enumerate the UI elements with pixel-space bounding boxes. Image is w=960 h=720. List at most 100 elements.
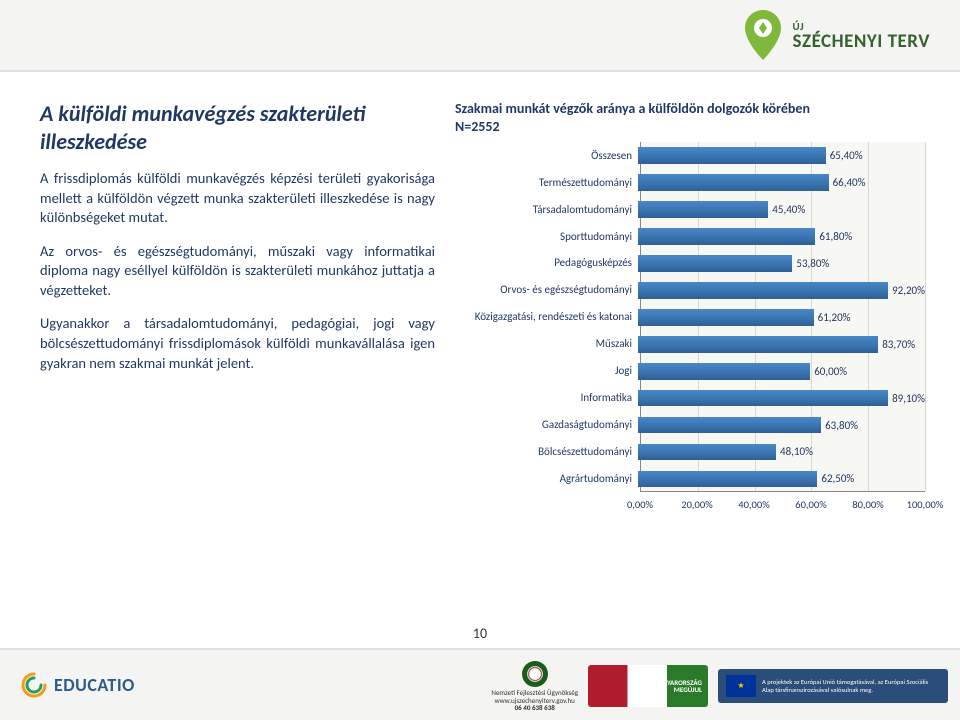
chart-bar-cell: 62,50%: [638, 465, 925, 492]
chart-bar-cell: 65,40%: [638, 142, 925, 169]
chart-row-label: Természettudományi: [455, 177, 638, 189]
chart-row: Pedagógusképzés 53,80%: [455, 250, 925, 277]
educatio-logo: EDUCATIO: [20, 671, 135, 699]
x-axis-tick: 100,00%: [907, 498, 944, 511]
x-axis-tick: 80,00%: [852, 498, 883, 511]
chart: Összesen 65,40% Természettudományi 66,40% Tá…: [455, 142, 930, 522]
chart-row: Sporttudományi 61,80%: [455, 223, 925, 250]
pin-icon: [741, 8, 785, 64]
chart-bar-cell: 53,80%: [638, 250, 925, 277]
chart-bar-cell: 60,00%: [638, 358, 925, 385]
chart-bar-cell: 66,40%: [638, 169, 925, 196]
chart-bar-value: 92,20%: [892, 284, 925, 297]
chart-bar-value: 48,10%: [780, 445, 813, 458]
chart-rows: Összesen 65,40% Természettudományi 66,40% Tá…: [455, 142, 925, 492]
eu-text: A projektek az Európai Unió támogatásáva…: [762, 678, 940, 694]
chart-bar: [638, 228, 815, 245]
chart-bar-cell: 83,70%: [638, 331, 925, 358]
chart-row: Orvos- és egészségtudományi 92,20%: [455, 277, 925, 304]
chart-bar-cell: 63,80%: [638, 412, 925, 439]
footer-bar: EDUCATIO Nemzeti Fejlesztési Ügynökség w…: [0, 648, 960, 720]
chart-gridline: [925, 142, 926, 491]
x-axis-tick: 0,00%: [627, 498, 653, 511]
chart-bar: [638, 417, 821, 434]
educatio-text: EDUCATIO: [54, 674, 135, 696]
chart-row: Közigazgatási, rendészeti és katonai 61,2…: [455, 304, 925, 331]
chart-row-label: Agrártudományi: [455, 473, 638, 485]
page-number: 10: [473, 625, 487, 642]
chart-title: Szakmai munkát végzők aránya a külföldön…: [455, 100, 930, 136]
text-column: A külföldi munkavégzés szakterületi ille…: [40, 100, 435, 640]
chart-row-label: Összesen: [455, 150, 638, 162]
chart-row: Összesen 65,40%: [455, 142, 925, 169]
paragraph: Az orvos- és egészségtudományi, műszaki …: [40, 242, 435, 301]
chart-bar-value: 61,80%: [819, 230, 852, 243]
chart-row: Műszaki 83,70%: [455, 331, 925, 358]
main-content: A külföldi munkavégzés szakterületi ille…: [0, 100, 960, 640]
header-bar: ÚJ SZÉCHENYI TERV: [0, 0, 960, 72]
chart-bar: [638, 390, 888, 407]
chart-row: Jogi 60,00%: [455, 358, 925, 385]
x-axis-tick: 60,00%: [795, 498, 826, 511]
paragraph: A frissdiplomás külföldi munkavégzés kép…: [40, 169, 435, 228]
chart-bar: [638, 255, 792, 272]
chart-bar-value: 53,80%: [796, 257, 829, 270]
chart-bar-cell: 61,20%: [638, 304, 925, 331]
chart-row: Agrártudományi 62,50%: [455, 465, 925, 492]
chart-bar-cell: 48,10%: [638, 439, 925, 466]
x-axis-tick: 40,00%: [738, 498, 769, 511]
chart-row-label: Bölcsészettudományi: [455, 446, 638, 458]
chart-row: Bölcsészettudományi 48,10%: [455, 439, 925, 466]
chart-bar: [638, 336, 878, 353]
chart-bar: [638, 201, 768, 218]
chart-bar: [638, 174, 829, 191]
chart-row: Természettudományi 66,40%: [455, 169, 925, 196]
chart-row-label: Informatika: [455, 392, 638, 404]
chart-bar-value: 60,00%: [814, 365, 847, 378]
chart-row: Gazdaságtudományi 63,80%: [455, 412, 925, 439]
chart-bar: [638, 282, 888, 299]
nfu-icon: [522, 661, 548, 687]
chart-bar-value: 66,40%: [833, 176, 866, 189]
chart-bar: [638, 147, 826, 164]
chart-bar-value: 63,80%: [825, 419, 858, 432]
section-title: A külföldi munkavégzés szakterületi ille…: [40, 100, 435, 155]
nfu-line: 06 40 638 638: [491, 704, 578, 712]
chart-row-label: Jogi: [455, 365, 638, 377]
chart-row-label: Társadalomtudományi: [455, 204, 638, 216]
eu-cofinance-block: A projektek az Európai Unió támogatásáva…: [718, 669, 948, 703]
chart-bar-value: 61,20%: [818, 311, 851, 324]
chart-row-label: Műszaki: [455, 338, 638, 350]
chart-column: Szakmai munkát végzők aránya a külföldön…: [455, 100, 930, 640]
chart-bar-cell: 61,80%: [638, 223, 925, 250]
chart-bar: [638, 309, 814, 326]
chart-bar-cell: 92,20%: [638, 277, 925, 304]
paragraph: Ugyanakkor a társadalomtudományi, pedagó…: [40, 314, 435, 373]
chart-bar: [638, 444, 776, 461]
chart-row-label: Gazdaságtudományi: [455, 419, 638, 431]
footer-right-logos: Nemzeti Fejlesztési Ügynökség www.ujszec…: [491, 661, 948, 712]
chart-bar-value: 89,10%: [892, 392, 925, 405]
chart-row-label: Sporttudományi: [455, 231, 638, 243]
chart-row-label: Orvos- és egészségtudományi: [455, 284, 638, 296]
chart-row: Társadalomtudományi 45,40%: [455, 196, 925, 223]
nfu-block: Nemzeti Fejlesztési Ügynökség www.ujszec…: [491, 661, 578, 712]
logo-main: SZÉCHENYI TERV: [793, 32, 931, 51]
eu-flag-icon: [726, 675, 756, 697]
educatio-icon: [20, 671, 48, 699]
magyarorszag-megujul-logo: MAGYARORSZÁG MEGÚJUL: [588, 665, 708, 707]
chart-row-label: Közigazgatási, rendészeti és katonai: [455, 311, 638, 323]
chart-bar-value: 45,40%: [772, 203, 805, 216]
chart-x-axis: 0,00%20,00%40,00%60,00%80,00%100,00%: [640, 494, 925, 522]
x-axis-tick: 20,00%: [681, 498, 712, 511]
chart-bar: [638, 363, 810, 380]
chart-bar-value: 62,50%: [821, 472, 854, 485]
szechenyi-logo: ÚJ SZÉCHENYI TERV: [741, 8, 931, 64]
chart-row: Informatika 89,10%: [455, 385, 925, 412]
chart-row-label: Pedagógusképzés: [455, 257, 638, 269]
chart-bar-cell: 45,40%: [638, 196, 925, 223]
chart-bar-cell: 89,10%: [638, 385, 925, 412]
chart-bar-value: 65,40%: [830, 149, 863, 162]
chart-bar: [638, 471, 817, 488]
chart-bar-value: 83,70%: [882, 338, 915, 351]
